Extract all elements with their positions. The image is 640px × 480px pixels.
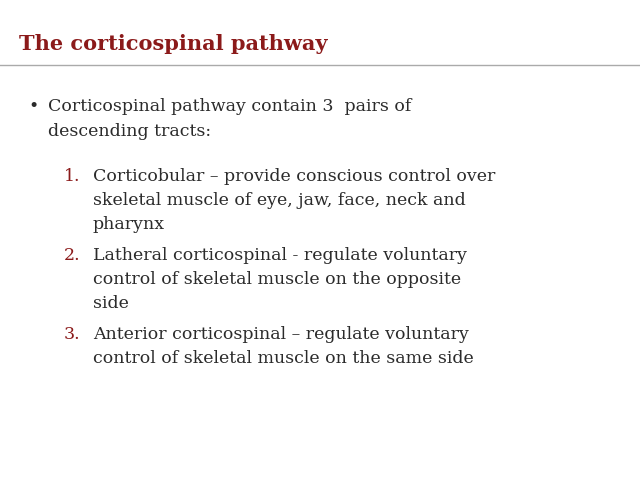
Text: descending tracts:: descending tracts:	[48, 123, 211, 140]
Text: pharynx: pharynx	[93, 216, 165, 232]
Text: •: •	[29, 98, 39, 115]
Text: 2.: 2.	[64, 247, 81, 264]
Text: Anterior corticospinal – regulate voluntary: Anterior corticospinal – regulate volunt…	[93, 326, 468, 343]
Text: 3.: 3.	[64, 326, 81, 343]
Text: side: side	[93, 295, 129, 312]
Text: Corticospinal pathway contain 3  pairs of: Corticospinal pathway contain 3 pairs of	[48, 98, 412, 115]
Text: The corticospinal pathway: The corticospinal pathway	[19, 34, 328, 54]
Text: Corticobular – provide conscious control over: Corticobular – provide conscious control…	[93, 168, 495, 184]
Text: control of skeletal muscle on the same side: control of skeletal muscle on the same s…	[93, 350, 474, 367]
Text: skeletal muscle of eye, jaw, face, neck and: skeletal muscle of eye, jaw, face, neck …	[93, 192, 465, 208]
Text: 1.: 1.	[64, 168, 81, 184]
Text: Latheral corticospinal - regulate voluntary: Latheral corticospinal - regulate volunt…	[93, 247, 467, 264]
Text: control of skeletal muscle on the opposite: control of skeletal muscle on the opposi…	[93, 271, 461, 288]
